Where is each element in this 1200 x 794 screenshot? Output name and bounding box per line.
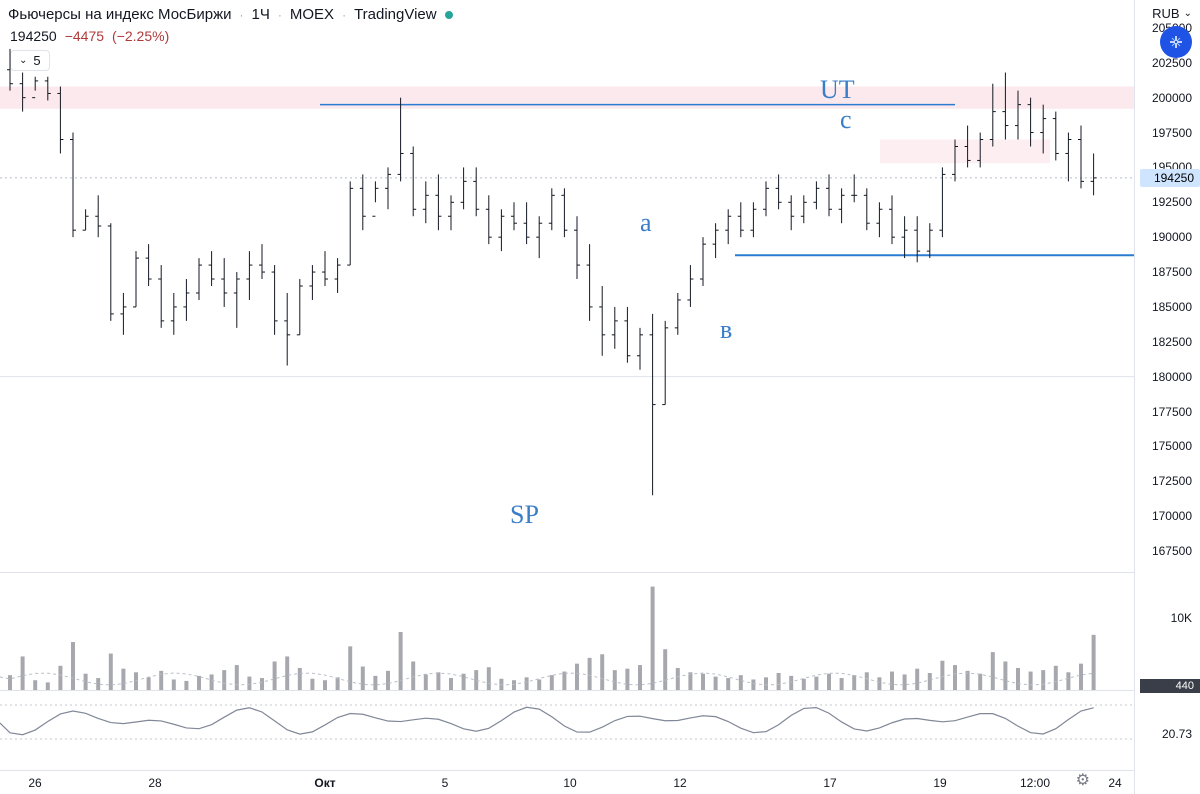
y-tick: 167500: [1152, 544, 1192, 558]
x-tick: 24: [1108, 776, 1121, 790]
y-tick: 200000: [1152, 91, 1192, 105]
chart-frame: Фьючерсы на индекс МосБиржи · 1Ч · MOEX …: [0, 0, 1200, 794]
gear-icon[interactable]: ⚙: [1076, 770, 1090, 790]
y-tick: 190000: [1152, 230, 1192, 244]
price-chart[interactable]: UTcaвSP: [0, 0, 1134, 572]
currency-selector[interactable]: RUB ⌄: [1152, 6, 1192, 21]
price-axis[interactable]: 2050002025002000001975001950001925001900…: [1134, 0, 1200, 794]
y-tick: 180000: [1152, 370, 1192, 384]
x-tick: 5: [442, 776, 449, 790]
y-tick: 175000: [1152, 439, 1192, 453]
volume-panel[interactable]: [0, 572, 1134, 690]
y-tick: 170000: [1152, 509, 1192, 523]
x-tick: 17: [823, 776, 836, 790]
x-tick: 12:00: [1020, 776, 1050, 790]
chevron-down-icon: ⌄: [1184, 8, 1192, 19]
volume-svg: [0, 573, 1134, 691]
vol-tick: 10K: [1171, 611, 1192, 625]
x-tick: Окт: [314, 776, 335, 790]
x-tick: 28: [148, 776, 161, 790]
y-tick: 202500: [1152, 56, 1192, 70]
y-tick: 177500: [1152, 405, 1192, 419]
time-axis[interactable]: 26 28 Окт 5 10 12 17 19 12:00 24 ⚙: [0, 770, 1134, 794]
y-tick: 185000: [1152, 300, 1192, 314]
target-icon: [1168, 34, 1184, 50]
snapshot-button[interactable]: [1160, 26, 1192, 58]
currency-label: RUB: [1152, 6, 1179, 21]
osc-value: 20.73: [1162, 727, 1192, 741]
price-badge: 194250: [1140, 169, 1200, 187]
y-tick: 197500: [1152, 126, 1192, 140]
y-tick: 172500: [1152, 474, 1192, 488]
vol-badge: 440: [1140, 679, 1200, 693]
y-tick: 192500: [1152, 195, 1192, 209]
y-tick: 187500: [1152, 265, 1192, 279]
x-tick: 12: [673, 776, 686, 790]
x-tick: 26: [28, 776, 41, 790]
osc-svg: [0, 691, 1134, 751]
oscillator-panel[interactable]: [0, 690, 1134, 750]
y-tick: 182500: [1152, 335, 1192, 349]
price-svg: [0, 0, 1134, 572]
x-tick: 19: [933, 776, 946, 790]
x-tick: 10: [563, 776, 576, 790]
